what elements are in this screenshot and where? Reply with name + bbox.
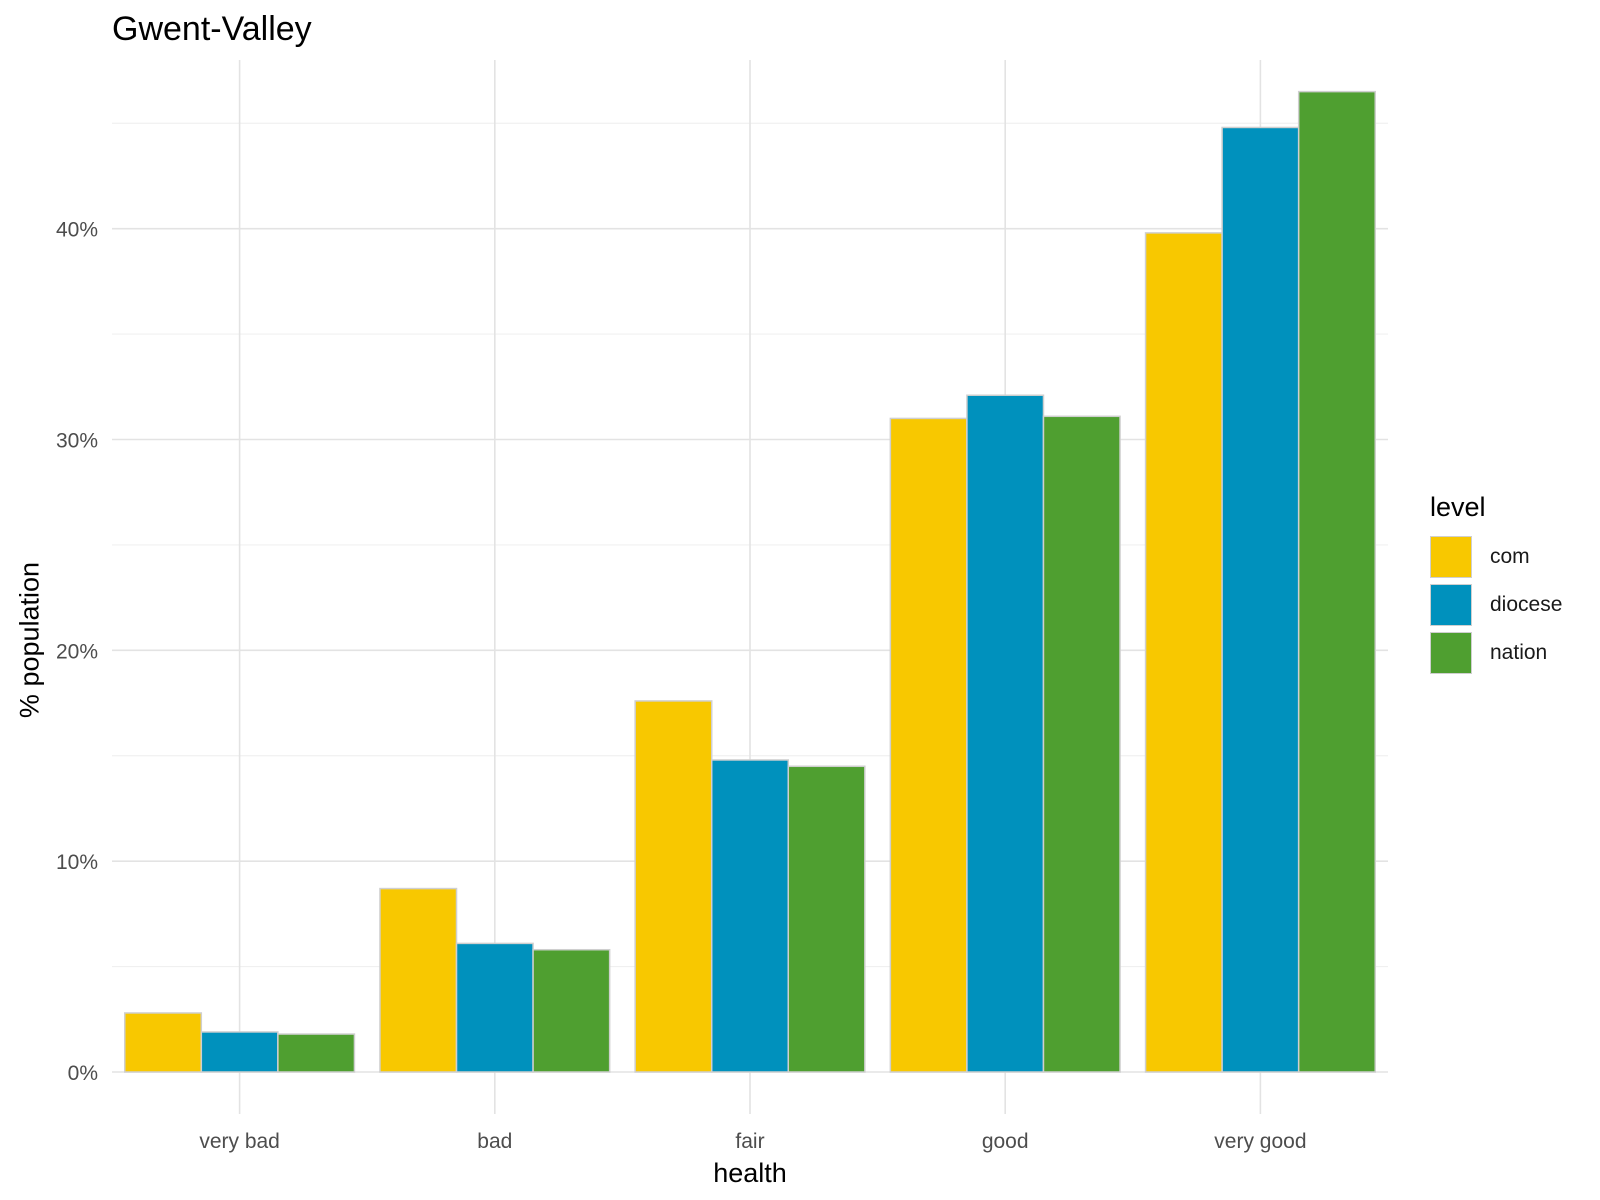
bar-com-1 [379,887,458,1073]
bar-nation-1 [532,948,611,1073]
bar-com-2 [634,700,713,1073]
x-axis-title: health [713,1158,787,1188]
legend-item-com: com [1430,533,1562,581]
bar-com-3 [889,417,968,1073]
bar-nation-3 [1042,415,1121,1073]
legend-swatch-diocese [1430,584,1472,626]
x-tick-label: fair [735,1130,764,1153]
bar-com-4 [1144,232,1223,1073]
x-tick-label: good [982,1130,1029,1153]
bar-diocese-2 [710,759,790,1073]
chart-title: Gwent-Valley [112,10,312,48]
bar-nation-4 [1297,90,1376,1073]
legend-item-nation: nation [1430,629,1562,677]
x-tick-label: very good [1214,1130,1306,1153]
y-tick-label: 0% [68,1062,98,1085]
bar-diocese-4 [1221,126,1300,1073]
y-tick-label: 30% [56,430,98,453]
bar-diocese-0 [200,1031,279,1073]
x-tick-label: very bad [199,1130,280,1153]
y-tick-label: 40% [56,219,98,242]
bar-diocese-3 [966,394,1045,1073]
legend-swatch-com [1430,536,1472,578]
legend-label: com [1490,545,1530,568]
legend-swatch-nation [1430,632,1472,674]
bar-diocese-1 [455,942,534,1073]
bar-nation-0 [277,1033,356,1073]
y-tick-label: 20% [56,640,98,663]
legend: level com diocese nation [1430,492,1562,677]
bar-nation-2 [787,765,866,1073]
x-tick-label: bad [477,1130,512,1153]
legend-label: nation [1490,641,1548,664]
bar-com-0 [124,1012,203,1073]
legend-title: level [1430,492,1486,522]
legend-label: diocese [1490,593,1563,616]
legend-item-diocese: diocese [1430,581,1562,629]
y-tick-label: 10% [56,851,98,874]
y-axis-title: % population [14,561,45,719]
